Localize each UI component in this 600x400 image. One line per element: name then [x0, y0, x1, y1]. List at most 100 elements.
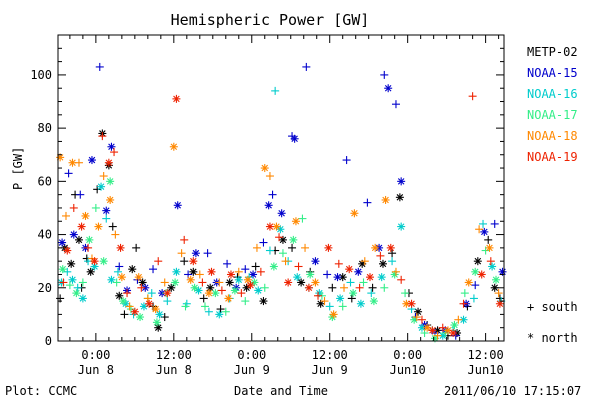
- data-point-noaa-16-37: [367, 289, 376, 298]
- data-point-noaa-18-49: [485, 243, 494, 252]
- data-point-noaa-18-31: [301, 243, 310, 252]
- data-point-noaa-16-27: [271, 86, 280, 95]
- data-point-noaa-19-30: [304, 283, 313, 292]
- data-point-noaa-15-36: [363, 198, 372, 207]
- data-point-noaa-17-43: [450, 321, 459, 330]
- data-point-noaa-18-12: [134, 273, 143, 282]
- data-point-noaa-16-30: [293, 273, 302, 282]
- x-tick-date-label: Jun 9: [234, 363, 270, 377]
- data-point-noaa-17-36: [380, 283, 389, 292]
- data-point-noaa-15-0: [58, 238, 67, 247]
- legend-entry-noaa-15: NOAA-15: [527, 66, 578, 80]
- data-point-noaa-19-23: [237, 289, 246, 298]
- data-point-noaa-19-19: [198, 278, 207, 287]
- x-tick-date-label: Jun10: [390, 363, 426, 377]
- data-point-metp-02-52: [473, 257, 482, 266]
- data-point-noaa-16-34: [336, 294, 345, 303]
- data-point-noaa-15-31: [311, 257, 320, 266]
- legend-entry-noaa-18: NOAA-18: [527, 129, 578, 143]
- data-point-noaa-15-38: [380, 70, 389, 79]
- data-point-noaa-19-26: [265, 222, 274, 231]
- data-point-metp-02-15: [132, 243, 141, 252]
- data-point-noaa-17-8: [112, 278, 121, 287]
- data-point-metp-02-16: [138, 278, 147, 287]
- data-point-metp-02-25: [216, 305, 225, 314]
- data-point-noaa-18-6: [94, 222, 103, 231]
- x-tick-time-label: 0:00: [237, 348, 266, 362]
- data-point-noaa-16-48: [479, 219, 488, 228]
- data-point-metp-02-32: [278, 235, 287, 244]
- data-point-noaa-17-24: [260, 283, 269, 292]
- x-tick-time-label: 0:00: [81, 348, 110, 362]
- data-point-noaa-15-13: [149, 265, 158, 274]
- data-point-noaa-19-0: [59, 278, 68, 287]
- data-point-noaa-19-38: [386, 243, 395, 252]
- data-point-noaa-19-46: [468, 92, 477, 101]
- data-point-noaa-19-4: [84, 243, 93, 252]
- data-point-noaa-16-1: [63, 267, 72, 276]
- data-point-noaa-19-1: [63, 246, 72, 255]
- data-point-noaa-19-49: [495, 299, 504, 308]
- data-point-noaa-15-29: [290, 134, 299, 143]
- data-point-noaa-15-27: [277, 209, 286, 218]
- data-point-metp-02-37: [328, 283, 337, 292]
- data-point-noaa-16-28: [276, 225, 285, 234]
- data-point-noaa-18-8: [106, 195, 115, 204]
- data-point-noaa-19-21: [217, 286, 226, 295]
- data-point-noaa-17-33: [349, 289, 358, 298]
- data-point-noaa-17-7: [106, 177, 115, 186]
- data-point-noaa-16-10: [113, 267, 122, 276]
- x-tick-time-label: 0:00: [393, 348, 422, 362]
- data-point-noaa-15-8: [107, 142, 116, 151]
- data-point-metp-02-29: [251, 262, 260, 271]
- data-point-noaa-18-23: [234, 267, 243, 276]
- data-point-noaa-17-0: [58, 265, 67, 274]
- data-point-noaa-19-10: [123, 289, 132, 298]
- data-point-noaa-17-13: [152, 318, 161, 327]
- data-point-noaa-15-9: [115, 262, 124, 271]
- plot-frame: [57, 34, 505, 342]
- data-point-metp-02-21: [180, 257, 189, 266]
- data-point-noaa-17-6: [99, 257, 108, 266]
- data-point-noaa-17-11: [136, 313, 145, 322]
- data-point-noaa-17-17: [190, 283, 199, 292]
- data-point-noaa-18-16: [169, 142, 178, 151]
- data-point-noaa-16-33: [325, 302, 334, 311]
- data-point-noaa-19-13: [145, 299, 154, 308]
- data-point-noaa-19-9: [116, 243, 125, 252]
- data-point-noaa-18-27: [265, 172, 274, 181]
- data-point-noaa-16-35: [346, 278, 355, 287]
- data-point-noaa-19-40: [407, 299, 416, 308]
- data-point-metp-02-28: [242, 283, 251, 292]
- data-point-noaa-17-47: [492, 275, 501, 284]
- data-point-metp-02-23: [199, 294, 208, 303]
- data-point-noaa-15-41: [397, 177, 406, 186]
- data-point-noaa-19-36: [365, 273, 374, 282]
- data-point-noaa-16-4: [78, 294, 87, 303]
- data-point-metp-02-7: [86, 267, 95, 276]
- data-point-noaa-18-33: [320, 297, 329, 306]
- data-point-noaa-19-47: [477, 270, 486, 279]
- data-point-noaa-17-21: [230, 286, 239, 295]
- data-point-noaa-18-19: [195, 270, 204, 279]
- data-point-noaa-18-25: [252, 243, 261, 252]
- data-point-noaa-15-34: [342, 156, 351, 165]
- data-point-noaa-19-14: [154, 257, 163, 266]
- data-point-metp-02-39: [347, 294, 356, 303]
- data-point-noaa-15-48: [471, 281, 480, 290]
- marker-legend-south: + south: [527, 300, 578, 314]
- data-point-noaa-16-47: [469, 294, 478, 303]
- data-point-metp-02-46: [414, 307, 423, 316]
- data-point-metp-02-12: [115, 291, 124, 300]
- x-tick-date-label: Jun 8: [78, 363, 114, 377]
- data-point-noaa-16-19: [194, 286, 203, 295]
- x-tick-date-label: Jun 8: [156, 363, 192, 377]
- data-point-noaa-19-27: [275, 233, 284, 242]
- data-point-noaa-19-6: [98, 132, 107, 141]
- data-point-noaa-17-25: [269, 262, 278, 271]
- data-point-noaa-19-37: [376, 251, 385, 260]
- data-point-noaa-17-5: [91, 203, 100, 212]
- legend-entry-noaa-16: NOAA-16: [527, 87, 578, 101]
